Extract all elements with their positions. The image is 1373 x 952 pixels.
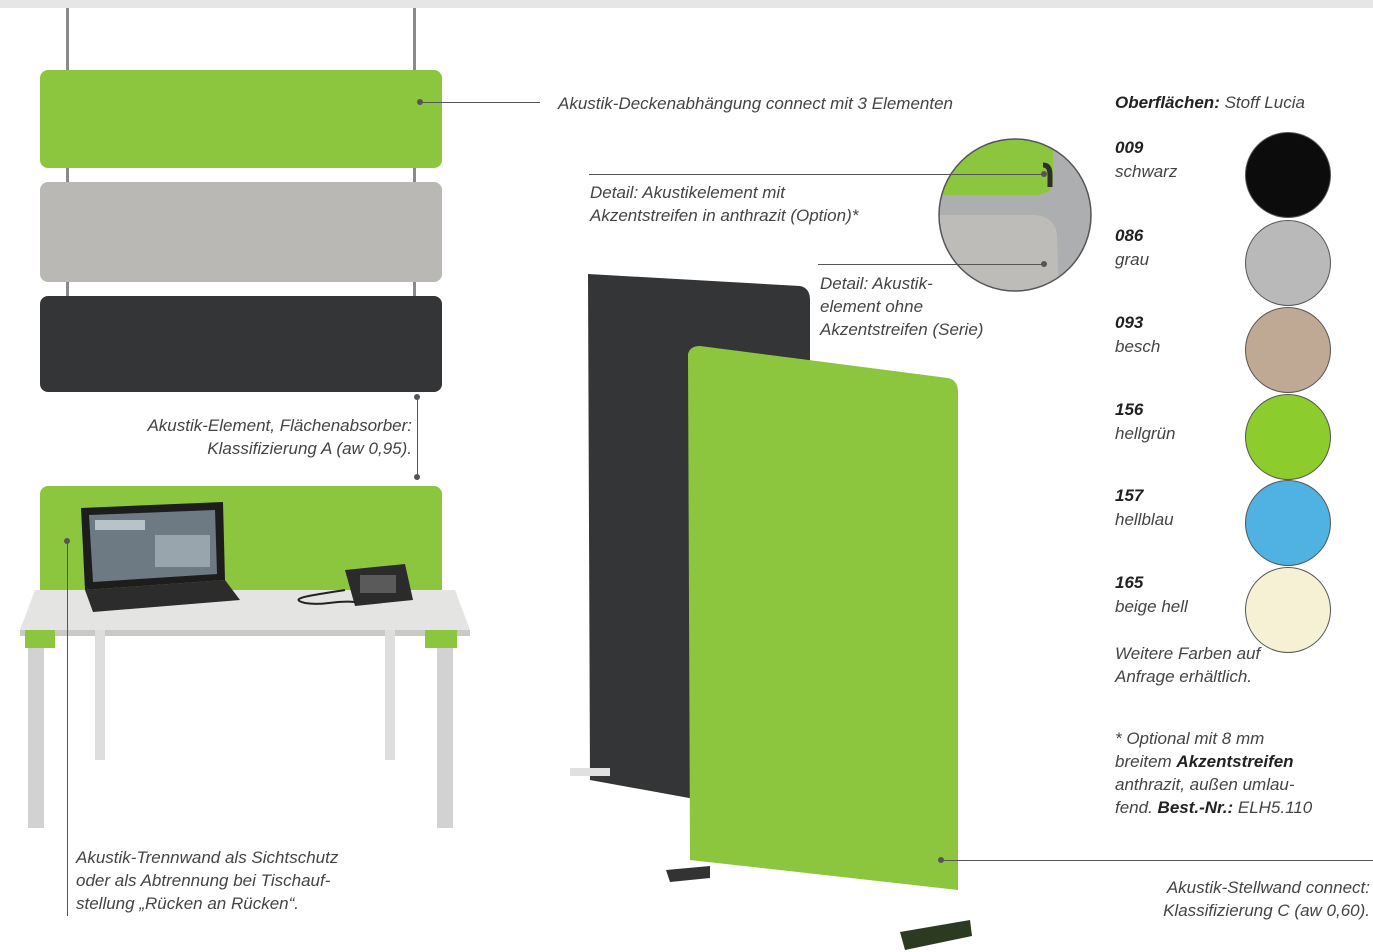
detail-series-line2: element ohne [820,297,924,316]
element-callout-line1: Akustik-Element, Flächenabsorber: [147,416,412,435]
grey-ceiling-panel [40,182,442,282]
swatch-color-circle [1245,567,1331,653]
footnote-line4: fend. Best.-Nr.: ELH5.110 [1115,796,1370,819]
swatch-color-circle [1245,394,1331,480]
desk-edge [20,630,470,636]
swatch-name: grau [1115,250,1150,269]
swatch-code: 156 [1115,400,1144,419]
suspension-wire-right-3 [413,282,416,296]
divider-callout-line3: stellung „Rücken an Rücken“. [76,894,300,913]
footnote-order-label: Best.-Nr.: [1157,798,1234,817]
detail-series-text: Detail: Akustik- element ohne Akzentstre… [820,272,983,341]
footnote-line2-prefix: breitem [1115,752,1172,771]
desk-corner-right [425,630,457,648]
swatch-009: 009 schwarz [1115,132,1345,218]
swatch-165: 165 beige hell [1115,567,1345,653]
footnote: * Optional mit 8 mm breitem Akzentstreif… [1115,727,1370,819]
desk-illustration [20,486,470,828]
element-callout-dot-bottom [414,474,420,480]
footnote-accent-strip: Akzentstreifen [1176,752,1294,771]
element-callout-line [417,397,418,477]
suspension-wire-right-2 [413,168,416,182]
footnote-line2: breitem Akzentstreifen [1115,750,1370,773]
swatch-name: schwarz [1115,162,1178,181]
green-ceiling-panel [40,70,442,168]
footnote-order-number: ELH5.110 [1237,798,1313,817]
laptop-base [85,580,240,612]
more-colors-line1: Weitere Farben auf [1115,644,1261,663]
detail-option-line [589,174,1044,175]
surfaces-label: Oberflächen: [1115,93,1220,112]
swatch-color-circle [1245,480,1331,566]
green-standing-panel [688,346,958,890]
swatch-156: 156 hellgrün [1115,394,1345,480]
ceiling-callout-line [420,102,540,103]
footnote-line3: anthrazit, außen umlau- [1115,775,1295,794]
swatch-color-circle [1245,307,1331,393]
element-callout-line2: Klassifizierung A (aw 0,95). [207,439,412,458]
stand-callout-line1: Akustik-Stellwand connect: [1166,878,1370,897]
detail-option-dot [1041,171,1047,177]
detail-series-line1: Detail: Akustik- [820,274,933,293]
stand-callout-text: Akustik-Stellwand connect: Klassifizieru… [1000,876,1370,922]
swatch-name: besch [1115,337,1161,356]
swatch-color-circle [1245,220,1331,306]
swatch-code: 009 [1115,138,1144,157]
desk-corner-left [25,630,55,648]
suspension-wire-right [413,8,416,70]
standing-panels-illustration [570,274,972,950]
detail-option-line1: Detail: Akustikelement mit [590,183,785,202]
footnote-line4-prefix: fend. [1115,798,1153,817]
stand-callout-line2: Klassifizierung C (aw 0,60). [1163,901,1370,920]
dark-ceiling-panel [40,296,442,392]
swatch-name: hellblau [1115,510,1174,529]
stand-callout-line [941,860,1373,861]
detail-magnifier [938,138,1092,292]
surfaces-heading: Oberflächen: Stoff Lucia [1115,93,1305,113]
more-colors-line2: Anfrage erhältlich. [1115,667,1253,686]
suspension-wire-left-2 [66,168,69,182]
detail-series-line3: Akzentstreifen (Serie) [820,320,984,339]
divider-callout-line1: Akustik-Trennwand als Sichtschutz [76,848,339,867]
suspension-wire-left-3 [66,282,69,296]
suspension-wire-left [66,8,69,70]
swatch-code: 165 [1115,573,1144,592]
swatch-086: 086 grau [1115,220,1345,306]
divider-callout-text: Akustik-Trennwand als Sichtschutz oder a… [76,846,436,915]
detail-series-dot [1041,261,1047,267]
swatch-name: hellgrün [1115,424,1176,443]
swatch-color-circle [1245,132,1331,218]
swatch-name: beige hell [1115,597,1188,616]
ceiling-callout-text: Akustik-Deckenabhängung connect mit 3 El… [558,94,954,113]
phone-cord [297,589,356,605]
desk-leg-left [28,648,44,828]
detail-option-text: Detail: Akustikelement mit Akzentstreife… [590,181,858,227]
element-callout-text: Akustik-Element, Flächenabsorber: Klassi… [60,414,412,460]
footnote-line1: * Optional mit 8 mm [1115,729,1265,748]
desk-leg-back-left [95,630,105,760]
detail-option-line2: Akzentstreifen in anthrazit (Option)* [590,206,859,225]
swatch-code: 093 [1115,313,1144,332]
swatch-code: 086 [1115,226,1144,245]
swatch-093: 093 besch [1115,307,1345,393]
divider-callout-line2: oder als Abtrennung bei Tischauf- [76,871,331,890]
more-colors-note: Weitere Farben auf Anfrage erhältlich. [1115,642,1260,688]
desk-leg-back-right [385,630,395,760]
divider-callout-line [67,541,68,916]
desk-leg-right [437,648,453,828]
detail-series-line [818,264,1044,265]
swatch-code: 157 [1115,486,1144,505]
swatch-157: 157 hellblau [1115,480,1345,566]
top-bar [0,0,1373,8]
surfaces-fabric: Stoff Lucia [1224,93,1305,112]
